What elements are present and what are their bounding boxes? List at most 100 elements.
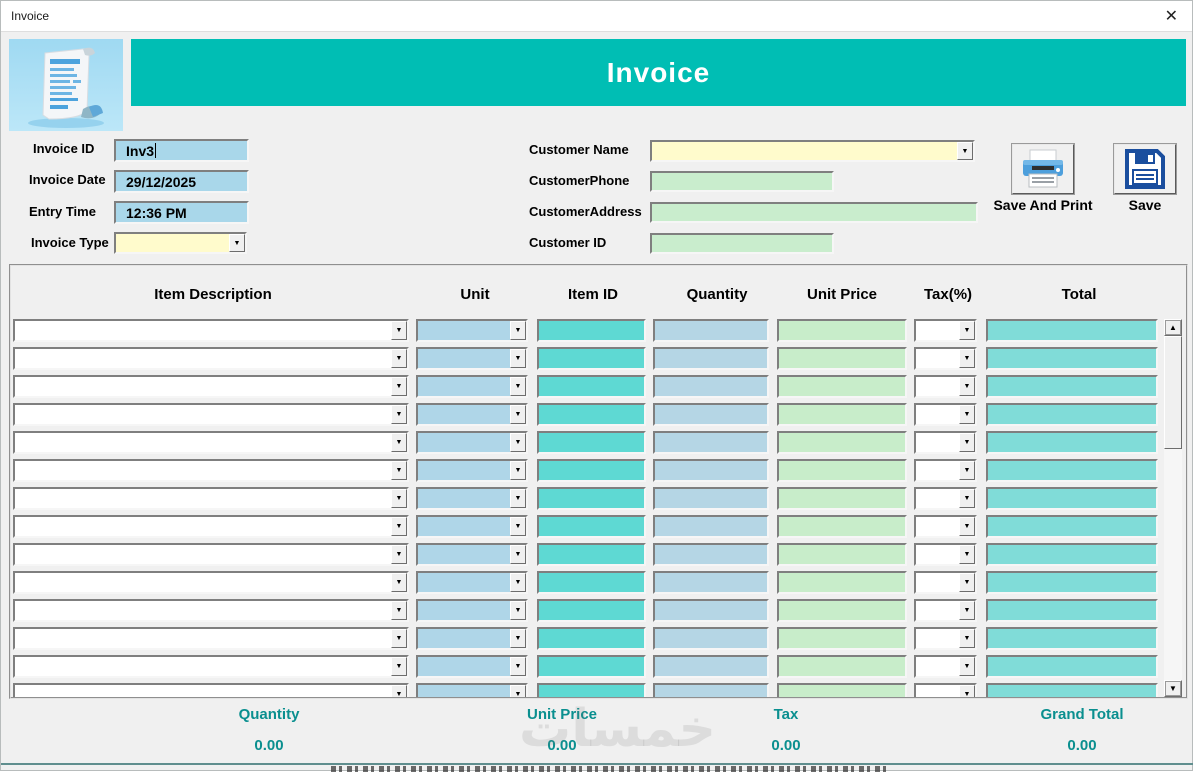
item-description-combobox[interactable]: ▼ [13,627,409,650]
chevron-down-icon[interactable]: ▼ [959,601,975,620]
close-icon[interactable]: ✕ [1164,8,1178,25]
item-id-field[interactable] [537,571,646,594]
tax-combobox[interactable]: ▼ [914,627,977,650]
item-id-field[interactable] [537,375,646,398]
item-description-combobox[interactable]: ▼ [13,319,409,342]
unit-combobox[interactable]: ▼ [416,571,528,594]
item-description-combobox[interactable]: ▼ [13,403,409,426]
unit-combobox[interactable]: ▼ [416,375,528,398]
total-field[interactable] [986,627,1158,650]
chevron-down-icon[interactable]: ▼ [510,433,526,452]
chevron-down-icon[interactable]: ▼ [510,601,526,620]
chevron-down-icon[interactable]: ▼ [391,321,407,340]
chevron-down-icon[interactable]: ▼ [391,573,407,592]
chevron-down-icon[interactable]: ▼ [510,405,526,424]
unit-price-field[interactable] [777,487,907,510]
total-field[interactable] [986,515,1158,538]
chevron-down-icon[interactable]: ▼ [510,489,526,508]
item-description-combobox[interactable]: ▼ [13,655,409,678]
chevron-down-icon[interactable]: ▼ [510,545,526,564]
unit-combobox[interactable]: ▼ [416,431,528,454]
chevron-down-icon[interactable]: ▼ [959,517,975,536]
total-field[interactable] [986,655,1158,678]
item-id-field[interactable] [537,403,646,426]
chevron-down-icon[interactable]: ▼ [959,545,975,564]
scroll-down-icon[interactable]: ▼ [1164,680,1182,697]
chevron-down-icon[interactable]: ▼ [959,433,975,452]
chevron-down-icon[interactable]: ▼ [391,489,407,508]
quantity-field[interactable] [653,431,769,454]
chevron-down-icon[interactable]: ▼ [391,405,407,424]
unit-combobox[interactable]: ▼ [416,627,528,650]
chevron-down-icon[interactable]: ▼ [510,629,526,648]
save-and-print-button[interactable] [1012,144,1074,194]
item-description-combobox[interactable]: ▼ [13,543,409,566]
total-field[interactable] [986,459,1158,482]
unit-price-field[interactable] [777,515,907,538]
quantity-field[interactable] [653,375,769,398]
item-id-field[interactable] [537,515,646,538]
total-field[interactable] [986,487,1158,510]
chevron-down-icon[interactable]: ▼ [391,545,407,564]
quantity-field[interactable] [653,543,769,566]
unit-combobox[interactable]: ▼ [416,347,528,370]
item-id-field[interactable] [537,543,646,566]
unit-price-field[interactable] [777,571,907,594]
invoice-date-field[interactable]: 29/12/2025 [114,170,249,193]
total-field[interactable] [986,375,1158,398]
chevron-down-icon[interactable]: ▼ [959,461,975,480]
chevron-down-icon[interactable]: ▼ [510,517,526,536]
tax-combobox[interactable]: ▼ [914,403,977,426]
chevron-down-icon[interactable]: ▼ [959,377,975,396]
chevron-down-icon[interactable]: ▼ [391,629,407,648]
item-id-field[interactable] [537,347,646,370]
unit-price-field[interactable] [777,347,907,370]
tax-combobox[interactable]: ▼ [914,515,977,538]
quantity-field[interactable] [653,347,769,370]
total-field[interactable] [986,571,1158,594]
quantity-field[interactable] [653,599,769,622]
tax-combobox[interactable]: ▼ [914,599,977,622]
item-description-combobox[interactable]: ▼ [13,487,409,510]
chevron-down-icon[interactable]: ▼ [391,349,407,368]
chevron-down-icon[interactable]: ▼ [510,657,526,676]
items-scrollbar[interactable]: ▲ ▼ [1164,319,1182,697]
total-field[interactable] [986,403,1158,426]
quantity-field[interactable] [653,319,769,342]
item-id-field[interactable] [537,459,646,482]
chevron-down-icon[interactable]: ▼ [959,349,975,368]
unit-price-field[interactable] [777,599,907,622]
chevron-down-icon[interactable]: ▼ [391,601,407,620]
item-description-combobox[interactable]: ▼ [13,459,409,482]
unit-combobox[interactable]: ▼ [416,599,528,622]
chevron-down-icon[interactable]: ▼ [510,685,526,697]
unit-price-field[interactable] [777,627,907,650]
unit-price-field[interactable] [777,375,907,398]
item-description-combobox[interactable]: ▼ [13,515,409,538]
unit-price-field[interactable] [777,543,907,566]
tax-combobox[interactable]: ▼ [914,347,977,370]
unit-price-field[interactable] [777,319,907,342]
chevron-down-icon[interactable]: ▼ [391,377,407,396]
unit-combobox[interactable]: ▼ [416,459,528,482]
quantity-field[interactable] [653,403,769,426]
total-field[interactable] [986,431,1158,454]
total-field[interactable] [986,683,1158,697]
customer-id-field[interactable] [650,233,834,254]
item-description-combobox[interactable]: ▼ [13,683,409,697]
chevron-down-icon[interactable]: ▼ [391,461,407,480]
tax-combobox[interactable]: ▼ [914,375,977,398]
unit-combobox[interactable]: ▼ [416,543,528,566]
chevron-down-icon[interactable]: ▼ [959,629,975,648]
chevron-down-icon[interactable]: ▼ [510,461,526,480]
chevron-down-icon[interactable]: ▼ [510,377,526,396]
unit-combobox[interactable]: ▼ [416,515,528,538]
item-id-field[interactable] [537,627,646,650]
chevron-down-icon[interactable]: ▼ [510,349,526,368]
item-id-field[interactable] [537,599,646,622]
tax-combobox[interactable]: ▼ [914,431,977,454]
scrollbar-thumb[interactable] [1164,336,1182,449]
tax-combobox[interactable]: ▼ [914,543,977,566]
chevron-down-icon[interactable]: ▼ [391,517,407,536]
item-id-field[interactable] [537,319,646,342]
